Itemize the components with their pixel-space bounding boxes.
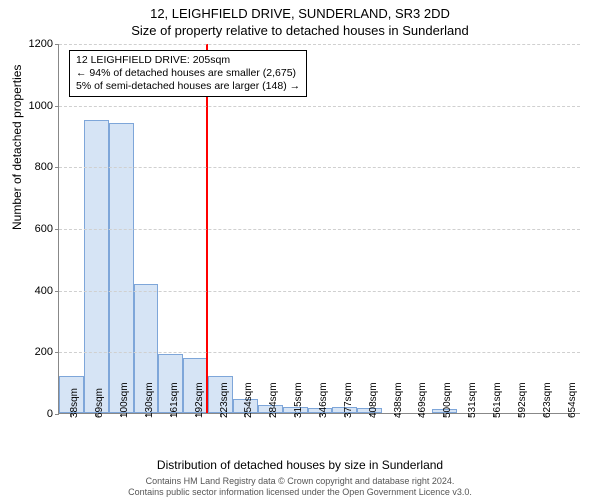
- plot-canvas: 12 LEIGHFIELD DRIVE: 205sqm ← 94% of det…: [58, 44, 580, 414]
- title-line-1: 12, LEIGHFIELD DRIVE, SUNDERLAND, SR3 2D…: [0, 6, 600, 21]
- x-tick-label: 346sqm: [318, 382, 329, 418]
- footer: Contains HM Land Registry data © Crown c…: [0, 476, 600, 498]
- x-tick-label: 469sqm: [417, 382, 428, 418]
- x-tick-label: 161sqm: [169, 382, 180, 418]
- grid-line: [59, 106, 580, 107]
- x-tick-label: 592sqm: [517, 382, 528, 418]
- x-tick-label: 623sqm: [542, 382, 553, 418]
- x-tick-label: 315sqm: [293, 382, 304, 418]
- grid-line: [59, 352, 580, 353]
- x-tick-label: 500sqm: [442, 382, 453, 418]
- x-tick-label: 254sqm: [243, 382, 254, 418]
- y-tick-label: 1000: [29, 100, 59, 112]
- grid-line: [59, 167, 580, 168]
- histogram-bar: [84, 120, 109, 413]
- y-tick-label: 0: [47, 408, 59, 420]
- x-tick-label: 223sqm: [219, 382, 230, 418]
- x-tick-label: 377sqm: [343, 382, 354, 418]
- x-tick-label: 284sqm: [268, 382, 279, 418]
- grid-line: [59, 291, 580, 292]
- info-box-line-2: ← 94% of detached houses are smaller (2,…: [76, 67, 300, 80]
- chart-container: 12, LEIGHFIELD DRIVE, SUNDERLAND, SR3 2D…: [0, 0, 600, 500]
- y-axis-label: Number of detached properties: [10, 65, 24, 230]
- grid-line: [59, 44, 580, 45]
- info-box: 12 LEIGHFIELD DRIVE: 205sqm ← 94% of det…: [69, 50, 307, 97]
- title-block: 12, LEIGHFIELD DRIVE, SUNDERLAND, SR3 2D…: [0, 0, 600, 38]
- x-tick-label: 69sqm: [94, 388, 105, 418]
- title-line-2: Size of property relative to detached ho…: [0, 23, 600, 38]
- x-tick-label: 531sqm: [467, 382, 478, 418]
- x-tick-label: 38sqm: [69, 388, 80, 418]
- plot-area: 12 LEIGHFIELD DRIVE: 205sqm ← 94% of det…: [58, 44, 580, 414]
- x-tick-label: 408sqm: [368, 382, 379, 418]
- footer-line-1: Contains HM Land Registry data © Crown c…: [0, 476, 600, 487]
- x-tick-label: 561sqm: [492, 382, 503, 418]
- y-tick-label: 600: [35, 223, 59, 235]
- info-box-line-1: 12 LEIGHFIELD DRIVE: 205sqm: [76, 54, 300, 67]
- y-tick-label: 200: [35, 346, 59, 358]
- info-box-line-3: 5% of semi-detached houses are larger (1…: [76, 80, 300, 93]
- x-tick-label: 100sqm: [119, 382, 130, 418]
- grid-line: [59, 229, 580, 230]
- x-tick-label: 438sqm: [393, 382, 404, 418]
- y-tick-label: 800: [35, 161, 59, 173]
- x-tick-label: 192sqm: [194, 382, 205, 418]
- y-tick-label: 1200: [29, 38, 59, 50]
- x-tick-label: 654sqm: [567, 382, 578, 418]
- x-tick-label: 130sqm: [144, 382, 155, 418]
- x-axis-label: Distribution of detached houses by size …: [0, 458, 600, 472]
- y-tick-label: 400: [35, 285, 59, 297]
- footer-line-2: Contains public sector information licen…: [0, 487, 600, 498]
